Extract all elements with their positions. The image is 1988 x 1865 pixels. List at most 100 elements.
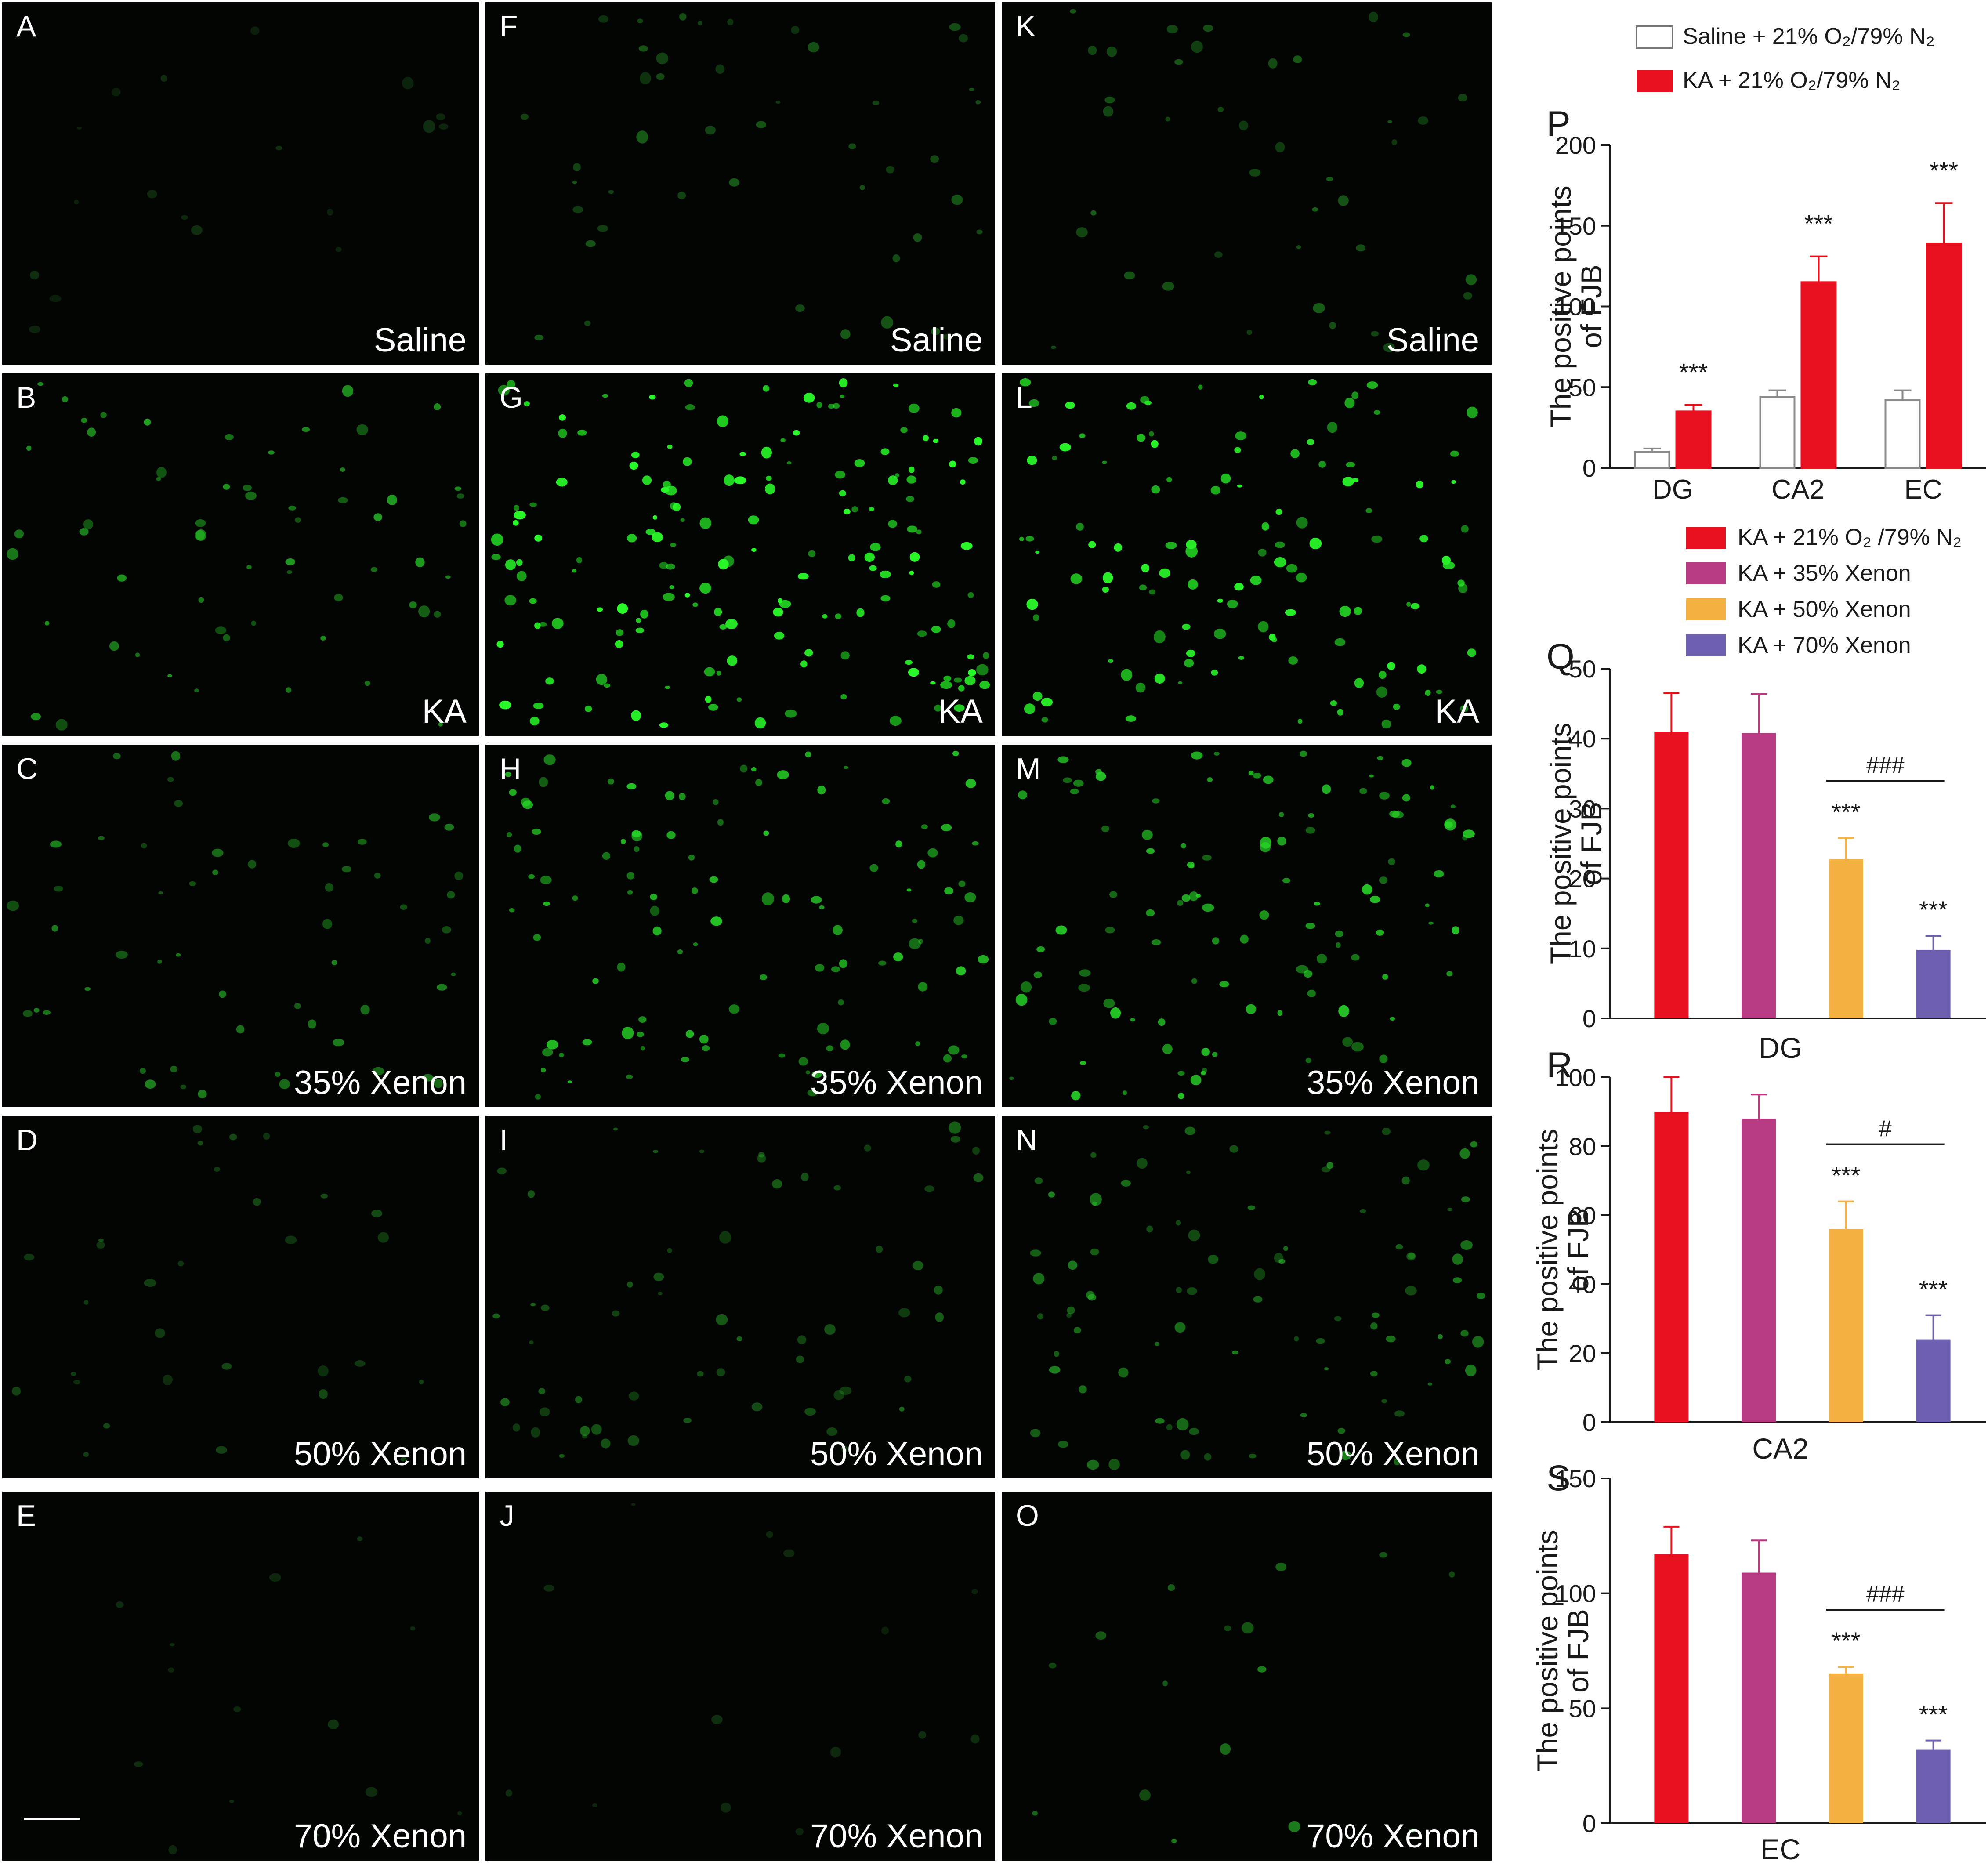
fluorescent-cell <box>658 1291 663 1296</box>
fluorescent-cell <box>584 706 592 712</box>
fluorescent-cell <box>626 783 637 789</box>
fluorescent-cell <box>576 557 583 564</box>
fluorescent-cell <box>681 1057 690 1062</box>
bar <box>1675 410 1712 469</box>
fluorescent-cell <box>1419 535 1428 543</box>
significance-hash: ### <box>1866 1582 1905 1607</box>
fluorescent-cell <box>1444 818 1456 831</box>
fluorescent-cell <box>663 593 675 601</box>
fluorescent-cell <box>1231 1350 1238 1354</box>
fluorescent-cell <box>1286 564 1298 573</box>
fluorescent-cell <box>1052 456 1057 460</box>
fluorescent-cell <box>677 192 686 199</box>
fluorescent-cell <box>1121 669 1133 681</box>
fluorescent-cell <box>534 534 543 542</box>
fluorescent-cell <box>1365 508 1372 514</box>
significance-stars: *** <box>1832 798 1860 826</box>
panel-letter: E <box>16 1499 36 1532</box>
fluorescent-cell <box>688 854 695 861</box>
fluorescent-cell <box>1381 1399 1387 1403</box>
fluorescent-cell <box>1329 322 1336 330</box>
fluorescent-cell <box>748 515 759 525</box>
fluorescent-cell <box>793 430 800 436</box>
fluorescent-cell <box>1467 648 1476 657</box>
fluorescent-cell <box>1342 1037 1353 1047</box>
chart-letter: R <box>1546 1045 1572 1085</box>
panel-letter: J <box>500 1499 514 1532</box>
fluorescent-cell <box>1386 1335 1396 1343</box>
fluorescent-cell <box>229 1133 237 1141</box>
fluorescent-cell <box>1342 477 1354 487</box>
fluorescent-cell <box>1322 784 1331 794</box>
fluorescent-cell <box>631 830 642 841</box>
fluorescent-cell <box>409 601 417 608</box>
fluorescent-cell <box>454 486 462 491</box>
fluorescent-cell <box>1202 855 1212 861</box>
fluorescent-cell <box>727 18 734 25</box>
fluorescent-cell <box>975 100 981 105</box>
y-tick-label: 30 <box>1569 795 1596 822</box>
fluorescent-cell <box>639 72 651 85</box>
fluorescent-cell <box>1057 756 1069 763</box>
fluorescent-cell <box>1467 406 1478 418</box>
fluorescent-cell <box>597 607 603 612</box>
fluorescent-cell <box>692 602 698 607</box>
fluorescent-cell <box>631 1503 636 1506</box>
fluorescent-cell <box>535 1094 541 1100</box>
fluorescent-cell <box>1369 774 1374 778</box>
fluorescent-cell <box>882 798 890 804</box>
fluorescent-cell <box>50 840 62 848</box>
fluorescent-cell <box>425 938 431 944</box>
fluorescent-cell <box>791 26 800 34</box>
fluorescent-cell <box>1165 116 1170 122</box>
fluorescent-cell <box>509 789 517 796</box>
fluorescent-cell <box>1296 245 1301 250</box>
fluorescent-cell <box>158 891 163 894</box>
fluorescent-cell <box>958 685 965 692</box>
y-tick-label: 10 <box>1569 935 1596 963</box>
fluorescent-cell <box>711 1715 723 1724</box>
fluorescent-cell <box>1211 670 1218 676</box>
fluorescent-cell <box>331 960 337 966</box>
fluorescent-cell <box>967 592 974 598</box>
fluorescent-cell <box>645 529 656 535</box>
fluorescent-cell <box>909 466 915 473</box>
fluorescent-cell <box>246 565 252 569</box>
fluorescent-cell <box>971 1589 978 1594</box>
fluorescent-cell <box>530 1303 536 1307</box>
fluorescent-cell <box>1379 1552 1388 1558</box>
fluorescent-cell <box>1186 649 1195 657</box>
fluorescent-cell <box>636 618 641 623</box>
fluorescent-cell <box>848 554 855 562</box>
fluorescent-cell <box>1104 96 1115 104</box>
fluorescent-cell <box>1249 1453 1257 1459</box>
significance-stars: *** <box>1679 359 1708 386</box>
fluorescent-cells <box>1032 1552 1455 1843</box>
fluorescent-cell <box>1110 1007 1121 1019</box>
micrograph-f: F Saline <box>485 2 995 365</box>
fluorescent-cell <box>1425 689 1431 696</box>
fluorescent-cell <box>436 113 445 120</box>
fluorescent-cell <box>334 594 343 601</box>
fluorescent-cell <box>400 1457 407 1462</box>
y-axis-label: The positive points <box>1544 185 1577 427</box>
fluorescent-cell <box>212 848 224 857</box>
fluorescent-cell <box>497 1167 507 1174</box>
fluorescent-cell <box>729 178 739 187</box>
fluorescent-cell <box>758 1152 765 1158</box>
y-tick-label: 100 <box>1555 1064 1596 1091</box>
fluorescent-cell <box>881 316 893 329</box>
fluorescent-cell <box>160 75 167 82</box>
fluorescent-cell <box>1359 788 1367 794</box>
fluorescent-cell <box>176 953 181 957</box>
panel-label: 50% Xenon <box>1307 1435 1479 1473</box>
fluorescent-cell <box>698 21 702 25</box>
fluorescent-cells <box>7 751 463 1099</box>
fluorescent-cell <box>438 722 443 727</box>
fluorescent-cell <box>333 1039 344 1047</box>
fluorescent-cell <box>559 1053 564 1057</box>
fluorescent-cell <box>607 779 614 785</box>
fluorescent-cell <box>157 959 162 964</box>
fluorescent-cell <box>360 1005 370 1015</box>
y-axis-label-line2: of FJB <box>1562 1609 1594 1693</box>
